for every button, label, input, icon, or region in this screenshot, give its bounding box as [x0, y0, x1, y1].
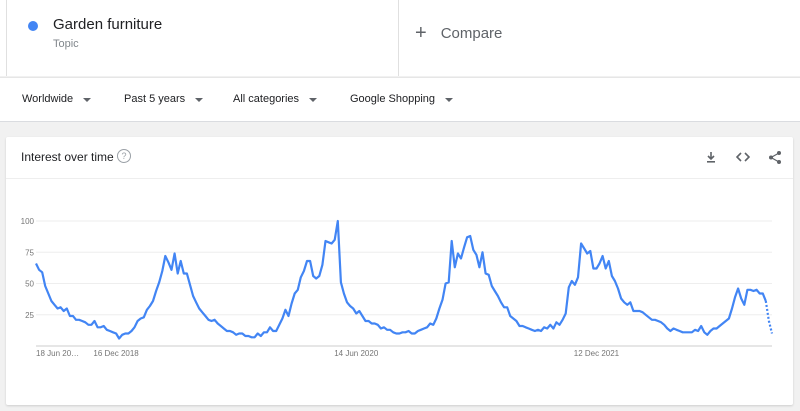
y-tick-label: 25: [25, 311, 34, 320]
y-tick-label: 50: [25, 280, 34, 289]
location-dropdown[interactable]: Worldwide: [22, 93, 92, 105]
compare-header: Garden furniture Topic + Compare: [0, 0, 800, 76]
search-type-label: Google Shopping: [350, 93, 436, 105]
x-tick-label: 14 Jun 2020: [334, 349, 379, 358]
card-title: Interest over time: [21, 150, 114, 164]
search-term-name[interactable]: Garden furniture: [53, 16, 163, 33]
y-tick-label: 75: [25, 248, 34, 257]
download-icon[interactable]: [703, 149, 719, 165]
interest-line-chart: 25 50 75 100 18 Jun 20… 16 Dec 2018 14 Jun 202…: [21, 217, 774, 358]
plus-icon: +: [415, 22, 427, 44]
search-type-dropdown[interactable]: Google Shopping: [350, 93, 454, 105]
dropdown-arrow-icon: [83, 97, 92, 102]
y-tick-label: 100: [21, 217, 35, 226]
x-tick-label: 12 Dec 2021: [574, 349, 620, 358]
help-circle-icon[interactable]: ?: [117, 149, 131, 163]
interest-over-time-card: Interest over time ? 25 50 75 100 18 Jun 20……: [6, 137, 793, 405]
time-range-label: Past 5 years: [124, 93, 186, 105]
card-actions: [703, 149, 783, 165]
category-dropdown[interactable]: All categories: [233, 93, 318, 105]
x-tick-label: 18 Jun 20…: [36, 349, 79, 358]
dropdown-arrow-icon: [195, 97, 204, 102]
search-term-type: Topic: [53, 38, 79, 50]
dropdown-arrow-icon: [309, 97, 318, 102]
series-partial-line: [764, 300, 774, 334]
location-label: Worldwide: [22, 93, 74, 105]
series-color-dot: [28, 21, 38, 31]
dropdown-arrow-icon: [445, 97, 454, 102]
share-icon[interactable]: [767, 149, 783, 165]
search-term-card[interactable]: Garden furniture Topic: [6, 0, 399, 76]
category-label: All categories: [233, 93, 300, 105]
time-range-dropdown[interactable]: Past 5 years: [124, 93, 204, 105]
compare-label: Compare: [440, 24, 503, 42]
series-line: [35, 219, 767, 340]
embed-code-icon[interactable]: [735, 149, 751, 165]
card-divider: [6, 178, 793, 179]
filter-bar: Worldwide Past 5 years All categories Go…: [0, 77, 800, 122]
x-tick-label: 16 Dec 2018: [93, 349, 139, 358]
compare-button[interactable]: + Compare: [415, 22, 503, 44]
